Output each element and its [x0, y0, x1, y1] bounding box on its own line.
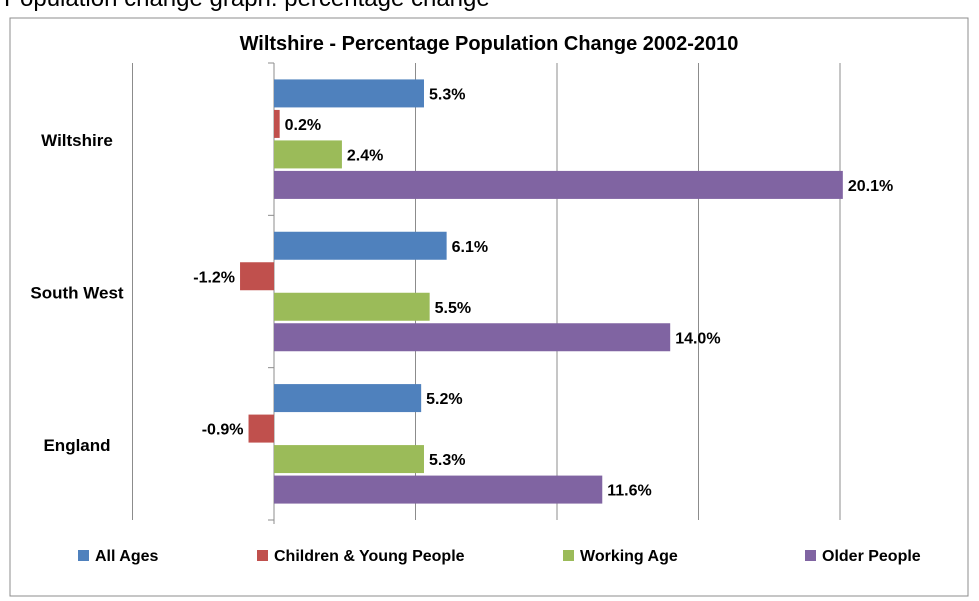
data-label: 20.1% [848, 178, 893, 195]
bar-older-people [274, 475, 603, 504]
data-label: 6.1% [452, 239, 488, 256]
data-label: 5.3% [429, 86, 465, 103]
top-caption: Population change graph: percentage chan… [4, 0, 490, 12]
legend: All Ages Children & Young People Working A… [78, 548, 921, 565]
data-label: 5.5% [435, 300, 471, 317]
data-label: -1.2% [193, 269, 235, 286]
bar-working-age [274, 292, 430, 321]
data-label: 11.6% [607, 483, 651, 500]
data-label: 0.2% [285, 117, 321, 134]
bar-layer [240, 79, 843, 504]
data-label: 14.0% [675, 330, 720, 347]
bar-working-age [274, 445, 424, 474]
label-layer: Wiltshire 5.3% 0.2% 2.4% 20.1% South West 6.1%… [30, 86, 893, 499]
data-label: 5.3% [429, 452, 465, 469]
data-label: 2.4% [347, 147, 383, 164]
legend-swatch [563, 550, 574, 561]
legend-label: All Ages [95, 548, 159, 565]
legend-label: Children & Young People [274, 548, 465, 565]
category-label: England [43, 436, 110, 455]
chart-border [9, 17, 969, 597]
legend-label: Working Age [580, 548, 678, 565]
data-label: -0.9% [202, 422, 244, 439]
legend-swatch [257, 550, 268, 561]
bar-children-young-people [248, 414, 274, 443]
category-label: Wiltshire [41, 131, 113, 150]
bar-all-ages [274, 79, 424, 108]
data-label: 5.2% [426, 391, 462, 408]
grid-layer [132, 63, 841, 520]
bar-children-young-people [240, 262, 274, 291]
bar-older-people [274, 323, 671, 352]
bar-all-ages [274, 231, 447, 260]
legend-swatch [805, 550, 816, 561]
bar-older-people [274, 170, 843, 199]
bar-working-age [274, 140, 342, 169]
legend-swatch [78, 550, 89, 561]
category-label: South West [30, 284, 124, 303]
bar-children-young-people [274, 109, 280, 138]
bar-all-ages [274, 384, 422, 413]
legend-label: Older People [822, 548, 921, 565]
chart-title: Wiltshire - Percentage Population Change… [240, 33, 739, 55]
